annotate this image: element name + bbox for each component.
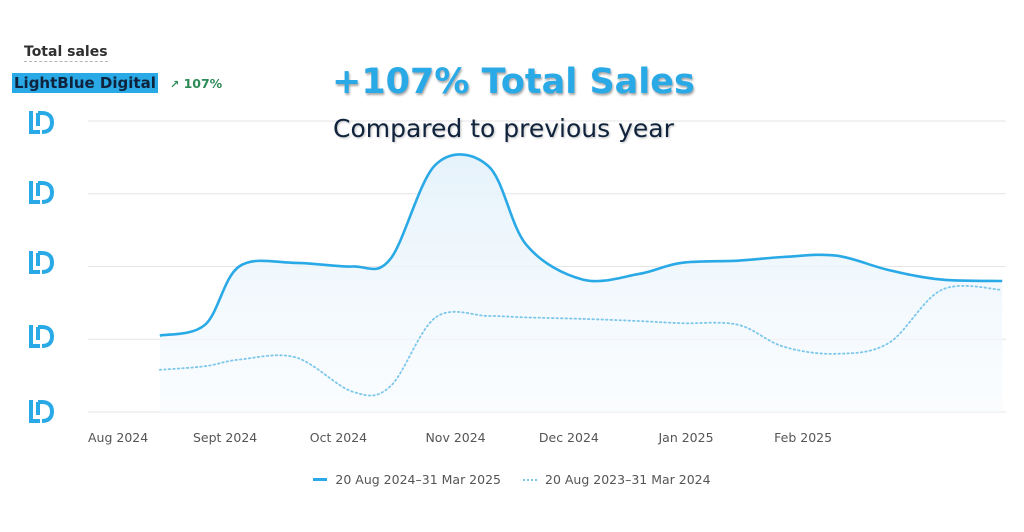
logo-icon: [29, 325, 55, 348]
logo-icon: [29, 181, 55, 204]
legend-item-current[interactable]: 20 Aug 2024–31 Mar 2025: [313, 472, 501, 487]
headline-overlay: +107% Total Sales: [332, 62, 695, 102]
series-current-line[interactable]: [159, 153, 1003, 337]
x-tick-label: Nov 2024: [425, 430, 485, 445]
x-tick-label: Oct 2024: [310, 430, 367, 445]
brand-label: LightBlue Digital: [12, 73, 158, 93]
subheadline-overlay: Compared to previous year: [333, 114, 674, 143]
logo-icon: [29, 400, 55, 423]
logo-icon: [29, 111, 55, 134]
arrow-up-right-icon: ↗: [170, 78, 180, 91]
x-tick-label: Sept 2024: [193, 430, 257, 445]
x-tick-label: Dec 2024: [539, 430, 599, 445]
legend-swatch-dotted: [523, 478, 537, 481]
chart-legend: 20 Aug 2024–31 Mar 2025 20 Aug 2023–31 M…: [0, 472, 1024, 487]
x-tick-label: Jan 2025: [657, 430, 713, 445]
legend-label-previous: 20 Aug 2023–31 Mar 2024: [545, 472, 711, 487]
logo-icon: [29, 251, 55, 274]
legend-swatch-solid: [313, 478, 328, 481]
x-tick-label: Aug 2024: [88, 430, 148, 445]
change-indicator: ↗ 107%: [170, 76, 222, 93]
x-tick-label: Feb 2025: [774, 430, 832, 445]
legend-label-current: 20 Aug 2024–31 Mar 2025: [335, 472, 501, 487]
chart-title: Total sales: [24, 44, 108, 62]
change-value: 107%: [183, 76, 223, 91]
series-previous-line[interactable]: [158, 284, 1004, 397]
series-current-area: [159, 154, 1003, 412]
legend-item-previous[interactable]: 20 Aug 2023–31 Mar 2024: [523, 472, 711, 487]
